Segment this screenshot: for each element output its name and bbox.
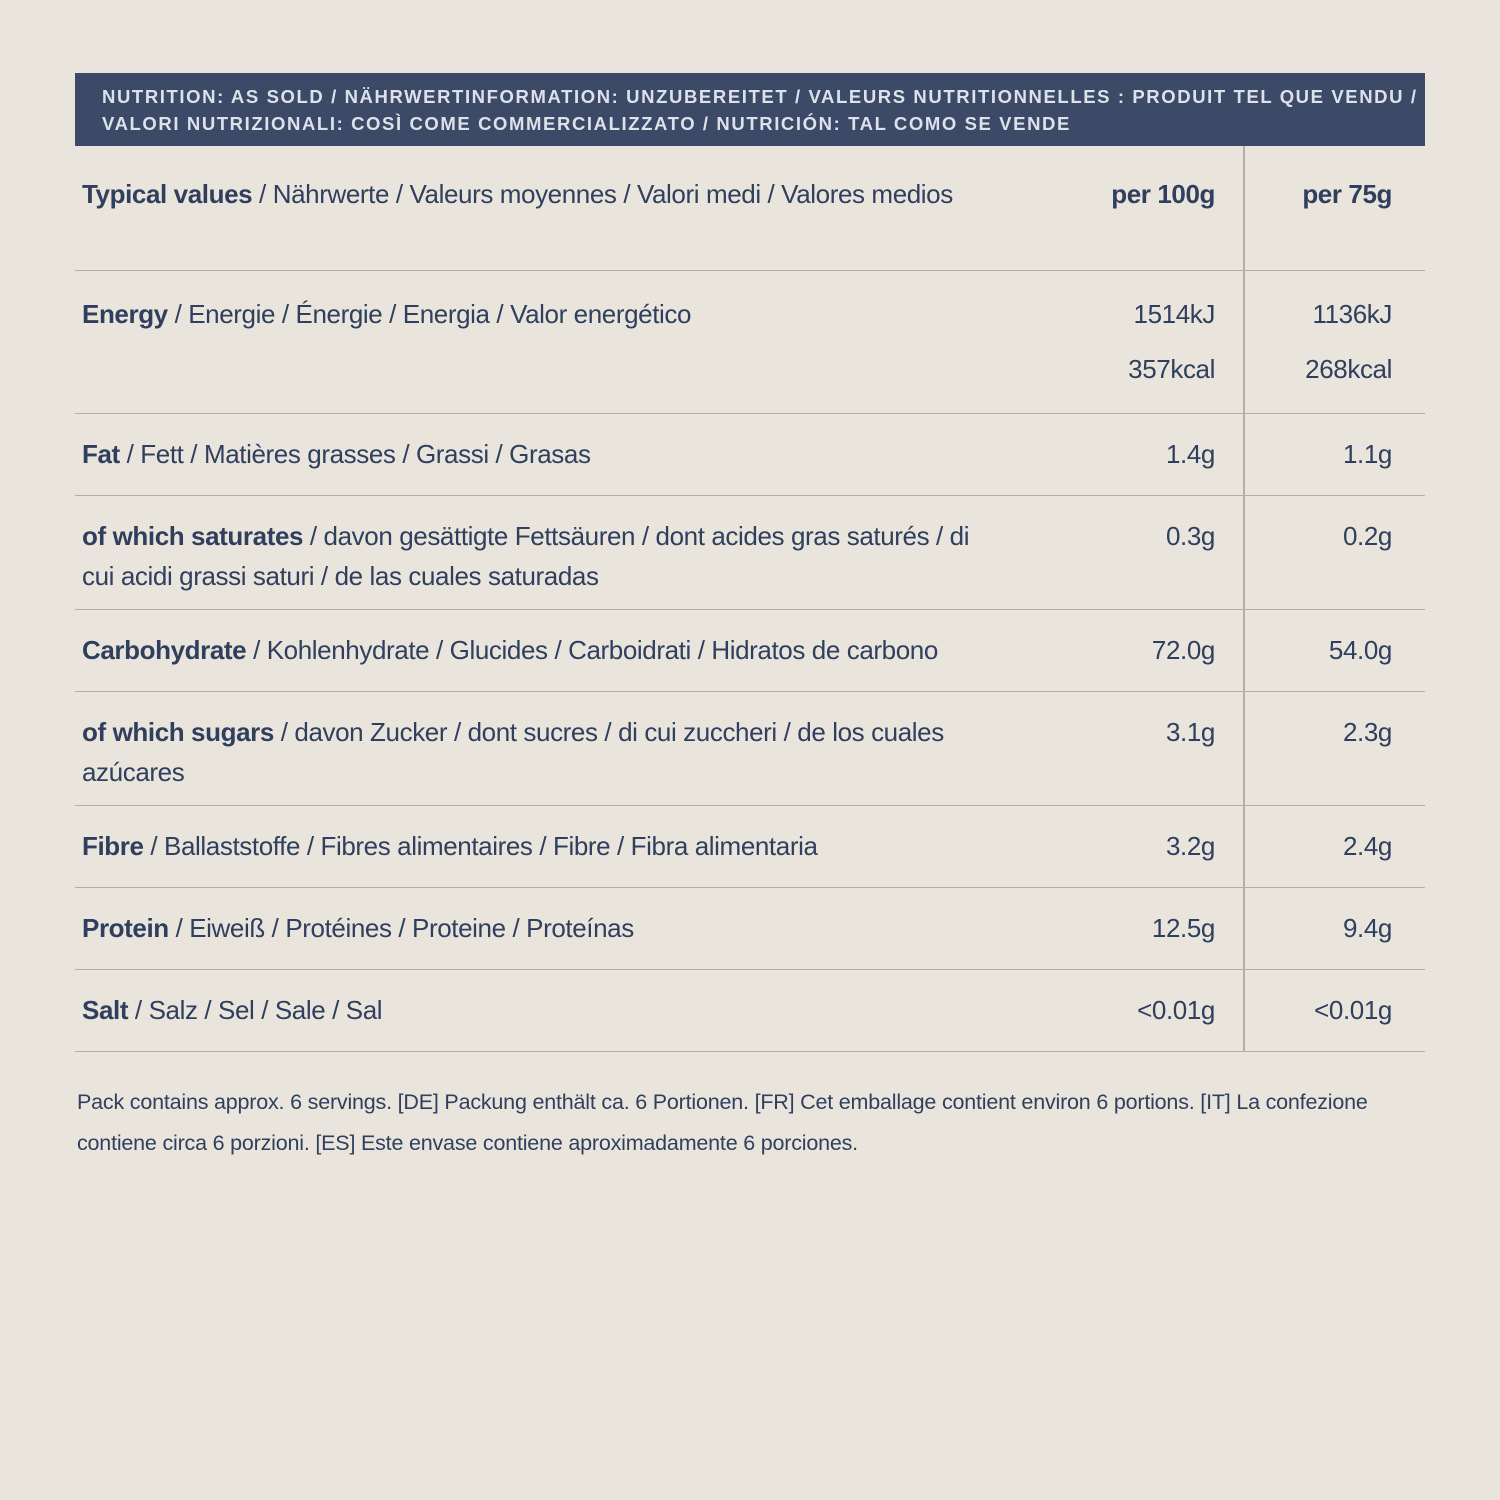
- table-row-fat: Fat / Fett / Matières grasses / Grassi /…: [75, 414, 1425, 496]
- value-per-75g: 1.1g: [1342, 439, 1392, 469]
- row-label-bold: of which sugars: [82, 717, 274, 747]
- header-label-rest: / Nährwerte / Valeurs moyennes / Valori …: [252, 179, 953, 209]
- banner-line-2: VALORI NUTRIZIONALI: COSÌ COME COMMERCIA…: [102, 112, 1071, 134]
- row-label-rest: / Eiweiß / Protéines / Proteine / Proteí…: [168, 913, 635, 943]
- table-row-protein: Protein / Eiweiß / Protéines / Proteine …: [75, 888, 1425, 970]
- header-label: Typical values / Nährwerte / Valeurs moy…: [75, 174, 993, 214]
- row-label: of which sugars / davon Zucker / dont su…: [75, 712, 993, 792]
- row-label-bold: of which saturates: [82, 521, 304, 551]
- value-per-100g: 1514kJ 357kcal: [1128, 299, 1215, 384]
- nutrition-panel: NUTRITION: AS SOLD / NÄHRWERTINFORMATION…: [75, 73, 1425, 1164]
- row-label-rest: / Ballaststoffe / Fibres alimentaires / …: [143, 831, 818, 861]
- table-header-row: Typical values / Nährwerte / Valeurs moy…: [75, 146, 1425, 271]
- row-label: Salt / Salz / Sel / Sale / Sal: [75, 990, 993, 1030]
- value-per-75g: 9.4g: [1342, 913, 1392, 943]
- row-label-bold: Fibre: [82, 831, 144, 861]
- row-label: Fibre / Ballaststoffe / Fibres alimentai…: [75, 826, 993, 866]
- value-per-100g: 0.3g: [1165, 521, 1215, 551]
- row-label: Energy / Energie / Énergie / Energia / V…: [75, 294, 993, 334]
- row-label-bold: Fat: [82, 439, 120, 469]
- value-per-75g: 2.4g: [1342, 831, 1392, 861]
- value-per-100g: 1.4g: [1165, 439, 1215, 469]
- row-label-rest: / davon Zucker / dont sucres / di cui zu…: [82, 717, 944, 787]
- value-per-100g: 3.2g: [1165, 831, 1215, 861]
- row-label-bold: Salt: [82, 995, 129, 1025]
- value-per-75g: 1136kJ 268kcal: [1305, 299, 1392, 384]
- row-label-rest: / Salz / Sel / Sale / Sal: [128, 995, 383, 1025]
- row-label: of which saturates / davon gesättigte Fe…: [75, 516, 993, 596]
- table-row-carbohydrate: Carbohydrate / Kohlenhydrate / Glucides …: [75, 610, 1425, 692]
- value-per-100g: <0.01g: [1137, 995, 1215, 1025]
- table-row-fibre: Fibre / Ballaststoffe / Fibres alimentai…: [75, 806, 1425, 888]
- table-row-saturates: of which saturates / davon gesättigte Fe…: [75, 496, 1425, 610]
- value-per-75g: 54.0g: [1328, 635, 1392, 665]
- row-label-rest: / Fett / Matières grasses / Grassi / Gra…: [119, 439, 591, 469]
- nutrition-table: Typical values / Nährwerte / Valeurs moy…: [75, 146, 1425, 1052]
- column-header-per-75g: per 75g: [1302, 179, 1392, 209]
- row-label-bold: Protein: [82, 913, 169, 943]
- value-per-100g: 12.5g: [1151, 913, 1215, 943]
- value-per-75g: 2.3g: [1342, 717, 1392, 747]
- row-label-rest: / Energie / Énergie / Energia / Valor en…: [167, 299, 692, 329]
- value-per-100g: 72.0g: [1151, 635, 1215, 665]
- header-label-bold: Typical values: [82, 179, 253, 209]
- row-label-bold: Energy: [82, 299, 168, 329]
- banner-line-1: NUTRITION: AS SOLD / NÄHRWERTINFORMATION…: [102, 85, 1418, 107]
- value-per-75g: <0.01g: [1314, 995, 1392, 1025]
- value-per-100g: 3.1g: [1165, 717, 1215, 747]
- table-row-salt: Salt / Salz / Sel / Sale / Sal <0.01g <0…: [75, 970, 1425, 1052]
- table-row-sugars: of which sugars / davon Zucker / dont su…: [75, 692, 1425, 806]
- servings-note: Pack contains approx. 6 servings. [DE] P…: [77, 1090, 1368, 1155]
- row-label-bold: Carbohydrate: [82, 635, 247, 665]
- row-label-rest: / Kohlenhydrate / Glucides / Carboidrati…: [246, 635, 938, 665]
- table-row-energy: Energy / Energie / Énergie / Energia / V…: [75, 271, 1425, 414]
- row-label: Protein / Eiweiß / Protéines / Proteine …: [75, 908, 993, 948]
- column-divider: [1243, 146, 1245, 1052]
- row-label: Fat / Fett / Matières grasses / Grassi /…: [75, 434, 993, 474]
- row-label-rest: / davon gesättigte Fettsäuren / dont aci…: [82, 521, 970, 591]
- value-per-75g: 0.2g: [1342, 521, 1392, 551]
- row-label: Carbohydrate / Kohlenhydrate / Glucides …: [75, 630, 993, 670]
- column-header-per-100g: per 100g: [1111, 179, 1215, 209]
- nutrition-banner: NUTRITION: AS SOLD / NÄHRWERTINFORMATION…: [75, 73, 1425, 146]
